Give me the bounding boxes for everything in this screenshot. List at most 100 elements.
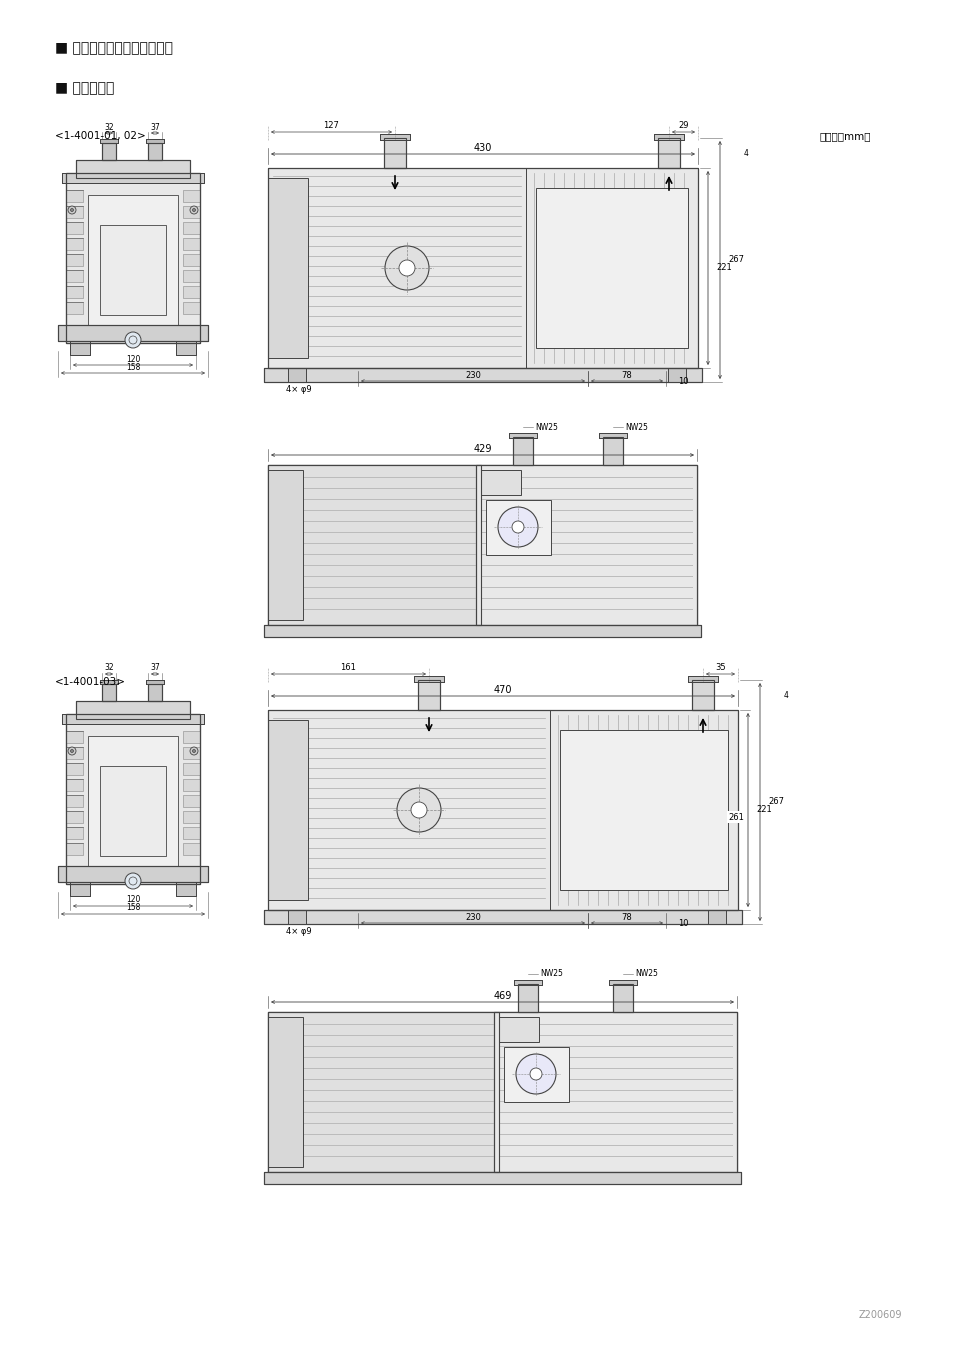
Bar [494, 1012, 737, 1172]
Circle shape [190, 206, 198, 215]
Bar [380, 134, 410, 140]
Bar [183, 731, 200, 743]
Bar [76, 160, 190, 178]
Text: NW25: NW25 [540, 970, 563, 979]
Bar [183, 747, 200, 759]
Bar [58, 325, 208, 341]
Bar [183, 779, 200, 790]
Bar [513, 437, 533, 464]
Bar [603, 437, 623, 464]
Bar [146, 680, 164, 684]
Text: 261: 261 [728, 812, 744, 822]
Bar [146, 139, 164, 143]
Bar [148, 143, 162, 160]
Bar [414, 676, 444, 682]
Bar [66, 287, 83, 297]
Bar [100, 139, 118, 143]
Bar [183, 763, 200, 775]
Bar [66, 238, 83, 250]
Bar [66, 206, 83, 219]
Bar [100, 680, 118, 684]
Bar [268, 710, 550, 910]
Bar [288, 368, 306, 382]
Bar [668, 368, 686, 382]
Bar [264, 1172, 741, 1184]
Bar [560, 731, 728, 889]
Bar [70, 881, 90, 896]
Bar [183, 827, 200, 839]
Circle shape [397, 788, 441, 832]
Bar [183, 190, 200, 202]
Bar [62, 714, 204, 724]
Bar [268, 464, 697, 625]
Text: 470: 470 [493, 684, 513, 695]
Text: 230: 230 [465, 371, 481, 379]
Bar [100, 680, 118, 684]
Bar [654, 134, 684, 140]
Bar [62, 714, 204, 724]
Text: 37: 37 [150, 122, 160, 132]
Bar [418, 680, 440, 710]
Bar [176, 881, 196, 896]
Bar [102, 143, 116, 160]
Bar [518, 985, 538, 1012]
Bar [688, 676, 718, 682]
Bar [183, 254, 200, 266]
Bar [654, 134, 684, 140]
Bar [384, 139, 406, 168]
Bar [692, 680, 714, 710]
Bar [268, 1012, 499, 1172]
Text: <1-4001-03>: <1-4001-03> [55, 678, 126, 687]
Bar [264, 625, 701, 637]
Bar [609, 980, 637, 985]
Text: 78: 78 [622, 371, 633, 379]
Bar [268, 1017, 303, 1167]
Bar [58, 866, 208, 881]
Text: NW25: NW25 [635, 970, 658, 979]
Text: 10: 10 [678, 918, 688, 928]
Text: 161: 161 [341, 664, 356, 672]
Text: 158: 158 [126, 363, 140, 372]
Bar [66, 714, 200, 884]
Bar [176, 341, 196, 354]
Text: 267: 267 [768, 797, 784, 807]
Bar [268, 178, 308, 359]
Bar [183, 221, 200, 234]
Text: ■ 外形寸法図: ■ 外形寸法図 [55, 81, 114, 95]
Bar [526, 168, 698, 368]
Bar [176, 341, 196, 354]
Text: 429: 429 [473, 444, 492, 454]
Text: 4× φ9: 4× φ9 [286, 928, 312, 937]
Text: 4: 4 [783, 691, 788, 701]
Text: 221: 221 [756, 805, 772, 815]
Text: 78: 78 [622, 913, 633, 922]
Circle shape [125, 331, 141, 348]
Text: NW25: NW25 [625, 422, 648, 432]
Bar [66, 172, 200, 344]
Bar [476, 464, 697, 625]
Circle shape [530, 1067, 542, 1080]
Bar [66, 779, 83, 790]
Text: 120: 120 [126, 895, 140, 904]
Text: 29: 29 [679, 121, 688, 130]
Bar [414, 676, 444, 682]
Bar [514, 980, 542, 985]
Bar [66, 843, 83, 856]
Text: 4× φ9: 4× φ9 [286, 386, 312, 395]
Bar [264, 1172, 741, 1184]
Circle shape [411, 803, 427, 818]
Bar [70, 881, 90, 896]
Circle shape [399, 259, 415, 276]
Bar [264, 910, 742, 923]
Bar [481, 470, 521, 496]
Circle shape [125, 873, 141, 889]
Circle shape [385, 246, 429, 291]
Bar [268, 470, 303, 621]
Bar [176, 881, 196, 896]
Bar [66, 172, 200, 344]
Bar [384, 139, 406, 168]
Bar [146, 680, 164, 684]
Text: ■ ＲＶロータリー真空ポンプ: ■ ＲＶロータリー真空ポンプ [55, 41, 173, 56]
Bar [513, 437, 533, 464]
Bar [148, 684, 162, 701]
